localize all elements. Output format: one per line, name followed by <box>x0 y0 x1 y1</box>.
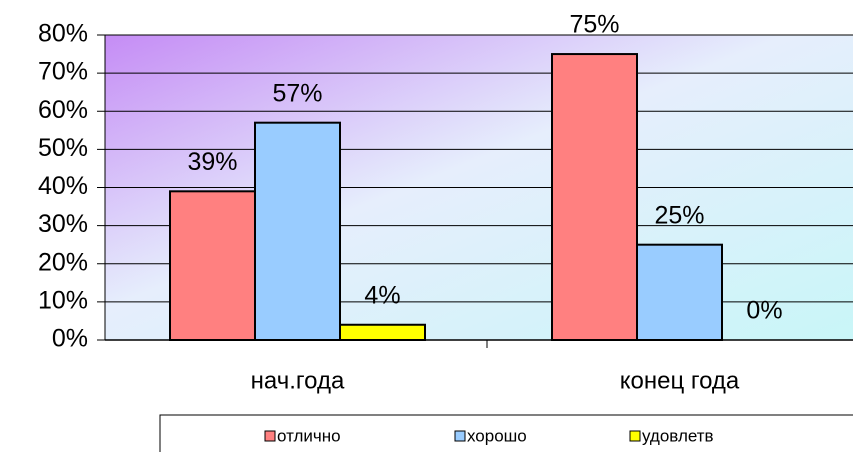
bar <box>551 53 638 341</box>
y-tick-label: 70% <box>38 58 88 86</box>
value-label: 39% <box>187 148 237 176</box>
y-tick-label: 40% <box>38 172 88 200</box>
y-tick-label: 0% <box>52 325 88 353</box>
value-label: 75% <box>569 11 619 39</box>
bar <box>169 190 256 341</box>
legend-label: хорошо <box>467 426 527 445</box>
value-label: 25% <box>654 201 704 229</box>
y-tick-label: 30% <box>38 210 88 238</box>
value-label: 4% <box>364 281 400 309</box>
value-label: 0% <box>746 297 782 325</box>
bar <box>339 323 426 341</box>
y-tick-label: 60% <box>38 96 88 124</box>
bar <box>636 243 723 341</box>
legend-swatch <box>264 430 276 442</box>
legend-label: удовлетв <box>642 426 714 445</box>
legend-swatch <box>454 430 466 442</box>
y-tick-label: 10% <box>38 286 88 314</box>
bar <box>254 121 341 341</box>
x-tick-label: конец года <box>620 367 740 394</box>
y-tick-label: 50% <box>38 134 88 162</box>
x-tick-label: нач.года <box>251 367 345 394</box>
legend-label: отлично <box>277 426 341 445</box>
y-tick-label: 20% <box>38 248 88 276</box>
value-label: 57% <box>272 79 322 107</box>
legend-swatch <box>629 430 641 442</box>
y-tick-label: 80% <box>38 20 88 48</box>
